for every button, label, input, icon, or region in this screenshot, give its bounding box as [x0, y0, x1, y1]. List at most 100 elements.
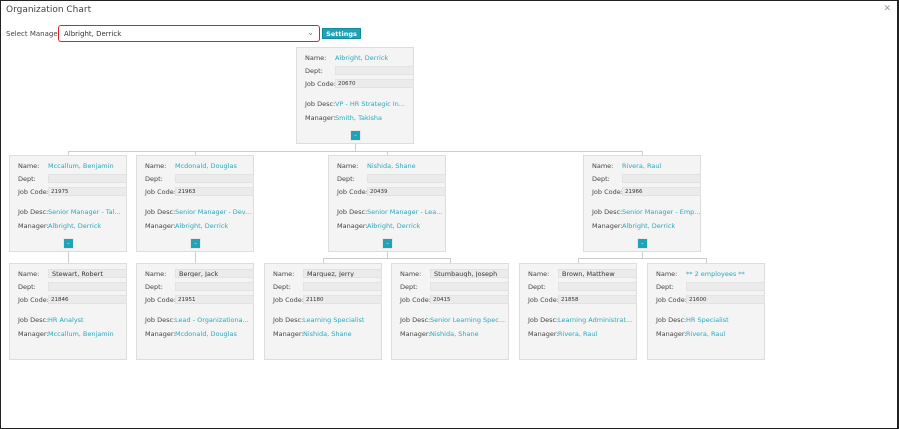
employee-card: Name: Dept: Job Code: Job Desc: Manager: Mcca… — [9, 155, 127, 252]
manager-link[interactable]: Albright, Derrick — [48, 222, 102, 230]
collapse-toggle-button[interactable]: - — [190, 238, 201, 249]
dept-field — [430, 282, 509, 291]
collapse-toggle-button[interactable]: - — [63, 238, 74, 249]
employee-name-field: Stewart, Robert — [48, 269, 127, 278]
employee-card: Name: Dept: Job Code: Job Desc: Manager: Albr… — [296, 47, 414, 144]
connector-line — [450, 258, 451, 263]
employee-name-link[interactable]: Rivera, Raul — [622, 162, 662, 170]
job-code-field: 20415 — [430, 295, 509, 304]
job-code-field: 21180 — [303, 295, 382, 304]
employee-name-link[interactable]: ** 2 employees ** — [686, 270, 745, 278]
name-label: Name: — [145, 162, 167, 170]
manager-label: Manager: — [145, 330, 176, 338]
connector-line — [68, 251, 69, 263]
dept-field — [175, 174, 254, 183]
connector-line — [68, 151, 69, 155]
name-label: Name: — [145, 270, 167, 278]
manager-label: Manager: — [305, 114, 336, 122]
job-desc-link[interactable]: Senior Manager - Dev... — [175, 208, 252, 216]
employee-card: Name: Dept: Job Code: Job Desc: Manager: ** 2… — [647, 263, 765, 360]
job-code-label: Job Code: — [145, 296, 176, 304]
employee-card: Name: Dept: Job Code: Job Desc: Manager: Brow… — [519, 263, 637, 360]
dept-field — [335, 66, 414, 75]
job-desc-label: Job Desc: — [145, 316, 176, 324]
job-desc-link[interactable]: HR Analyst — [48, 316, 84, 324]
select-manager-label: Select Manager: — [6, 30, 63, 38]
job-desc-link[interactable]: Lead - Organizationa... — [175, 316, 249, 324]
name-label: Name: — [18, 162, 40, 170]
employee-name-field: Marquez, Jerry — [303, 269, 382, 278]
job-desc-link[interactable]: Senior Manager - Tal... — [48, 208, 121, 216]
manager-link[interactable]: Smith, Takisha — [335, 114, 383, 122]
connector-line — [323, 258, 451, 259]
dept-label: Dept: — [18, 175, 36, 183]
job-desc-label: Job Desc: — [400, 316, 431, 324]
name-label: Name: — [592, 162, 614, 170]
connector-line — [642, 151, 643, 155]
job-code-field: 21600 — [686, 295, 765, 304]
dept-field — [48, 282, 127, 291]
dept-label: Dept: — [656, 283, 674, 291]
job-code-label: Job Code: — [400, 296, 431, 304]
employee-name-link[interactable]: Albright, Derrick — [335, 54, 389, 62]
manager-link[interactable]: Albright, Derrick — [622, 222, 676, 230]
job-desc-link[interactable]: HR Specialist — [686, 316, 729, 324]
connector-line — [387, 151, 388, 155]
collapse-toggle-button[interactable]: - — [637, 238, 648, 249]
job-desc-link[interactable]: Learning Administrat... — [558, 316, 633, 324]
manager-link[interactable]: Rivera, Raul — [686, 330, 726, 338]
employee-name-field: Brown, Matthew — [558, 269, 637, 278]
dept-label: Dept: — [145, 283, 163, 291]
job-desc-label: Job Desc: — [273, 316, 304, 324]
dept-field — [303, 282, 382, 291]
employee-card: Name: Dept: Job Code: Job Desc: Manager: Berg… — [136, 263, 254, 360]
job-code-field: 21966 — [622, 187, 701, 196]
manager-label: Manager: — [18, 222, 49, 230]
connector-line — [68, 151, 643, 152]
dept-field — [558, 282, 637, 291]
collapse-toggle-button[interactable]: - — [350, 130, 361, 141]
manager-link[interactable]: Albright, Derrick — [175, 222, 229, 230]
dept-label: Dept: — [528, 283, 546, 291]
job-desc-label: Job Desc: — [528, 316, 559, 324]
manager-link[interactable]: Mccallum, Benjamin — [48, 330, 114, 338]
name-label: Name: — [305, 54, 327, 62]
job-desc-link[interactable]: Senior Learning Spec... — [430, 316, 506, 324]
dept-field — [686, 282, 765, 291]
job-desc-label: Job Desc: — [656, 316, 687, 324]
dept-label: Dept: — [592, 175, 610, 183]
employee-card: Name: Dept: Job Code: Job Desc: Manager: Stum… — [391, 263, 509, 360]
manager-link[interactable]: Albright, Derrick — [367, 222, 421, 230]
dept-label: Dept: — [400, 283, 418, 291]
manager-link[interactable]: Nishida, Shane — [430, 330, 479, 338]
name-label: Name: — [656, 270, 678, 278]
manager-link[interactable]: Nishida, Shane — [303, 330, 352, 338]
job-desc-link[interactable]: Learning Specialist — [303, 316, 365, 324]
employee-name-link[interactable]: Mcdonald, Douglas — [175, 162, 237, 170]
name-label: Name: — [273, 270, 295, 278]
job-desc-link[interactable]: VP - HR Strategic In... — [335, 100, 405, 108]
employee-name-link[interactable]: Mccallum, Benjamin — [48, 162, 114, 170]
manager-label: Manager: — [400, 330, 431, 338]
job-code-field: 21846 — [48, 295, 127, 304]
collapse-toggle-button[interactable]: - — [382, 238, 393, 249]
job-desc-link[interactable]: Senior Manager - Lea... — [367, 208, 443, 216]
job-desc-link[interactable]: Senior Manager - Emp... — [622, 208, 701, 216]
close-icon[interactable]: ✕ — [883, 4, 891, 14]
employee-name-link[interactable]: Nishida, Shane — [367, 162, 416, 170]
job-code-field: 20670 — [335, 79, 414, 88]
settings-button[interactable]: Settings — [322, 28, 361, 39]
manager-link[interactable]: Rivera, Raul — [558, 330, 598, 338]
job-code-label: Job Code: — [656, 296, 687, 304]
manager-label: Manager: — [592, 222, 623, 230]
job-code-label: Job Code: — [305, 80, 336, 88]
dept-field — [48, 174, 127, 183]
dept-label: Dept: — [337, 175, 355, 183]
job-code-label: Job Code: — [18, 188, 49, 196]
manager-select[interactable]: Albright, Derrick ⌄ — [58, 25, 320, 42]
connector-line — [355, 144, 356, 151]
selected-manager: Albright, Derrick — [64, 30, 122, 38]
manager-link[interactable]: Mcdonald, Douglas — [175, 330, 237, 338]
job-desc-label: Job Desc: — [145, 208, 176, 216]
connector-line — [706, 258, 707, 263]
